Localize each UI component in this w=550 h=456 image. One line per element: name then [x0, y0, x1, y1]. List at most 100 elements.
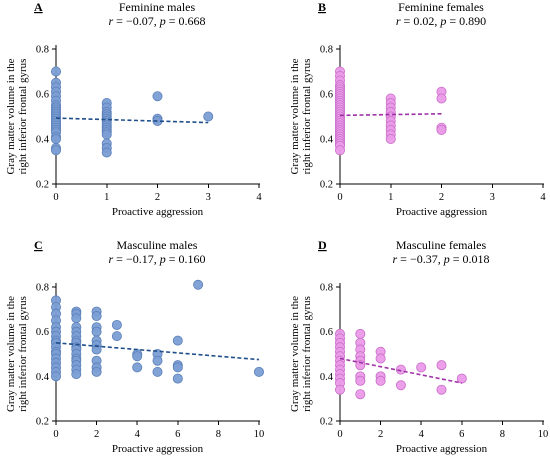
data-point — [172, 362, 183, 373]
trend-line — [55, 342, 260, 361]
panel-letter: D — [318, 238, 327, 252]
data-point — [436, 384, 447, 395]
data-point — [253, 366, 264, 377]
trend-line — [339, 357, 462, 384]
x-tick-label: 8 — [216, 429, 221, 440]
data-point — [172, 373, 183, 384]
data-point — [416, 362, 427, 373]
y-axis-title: Gray matter volume in theright inferior … — [289, 58, 313, 174]
x-axis-title: Proactive aggression — [112, 206, 204, 218]
y-tick-label: 0.8 — [320, 283, 333, 294]
panel-title: Feminine females — [398, 0, 484, 14]
y-tick-label: 0.6 — [320, 327, 333, 338]
y-tick-label: 0.8 — [36, 45, 49, 56]
y-tick-label: 0.2 — [320, 417, 333, 428]
y-tick-label: 0.4 — [36, 372, 50, 383]
x-tick-label: 8 — [500, 429, 505, 440]
x-tick-label: 1 — [104, 192, 109, 203]
data-point — [111, 331, 122, 342]
x-tick-label: 0 — [337, 192, 342, 203]
panel-stat: r = −0.37, p = 0.018 — [393, 252, 490, 266]
data-point — [91, 311, 102, 322]
panel-letter: C — [34, 238, 43, 252]
y-tick-label: 0.2 — [36, 180, 49, 191]
data-point — [51, 133, 62, 144]
data-point — [334, 384, 345, 395]
data-point — [152, 355, 163, 366]
y-axis-title: Gray matter volume in theright inferior … — [289, 296, 313, 412]
x-tick-label: 4 — [540, 192, 546, 203]
x-axis-title: Proactive aggression — [396, 206, 488, 218]
y-tick-label: 0.2 — [36, 417, 49, 428]
x-tick-label: 4 — [256, 192, 262, 203]
data-point — [395, 380, 406, 391]
panel-title: Masculine females — [396, 238, 487, 252]
panel-letter: B — [318, 0, 326, 14]
data-point — [375, 375, 386, 386]
y-axis-title: Gray matter volume in theright inferior … — [5, 58, 29, 174]
x-tick-label: 2 — [439, 192, 444, 203]
x-tick-label: 4 — [135, 429, 141, 440]
data-point — [101, 129, 112, 140]
y-tick-label: 0.4 — [320, 372, 334, 383]
panel-letter: A — [34, 0, 43, 14]
data-point — [385, 133, 396, 144]
x-tick-label: 10 — [254, 429, 265, 440]
data-point — [51, 145, 62, 156]
trend-line — [339, 113, 442, 117]
data-point — [152, 91, 163, 102]
data-point — [355, 375, 366, 386]
x-tick-label: 2 — [155, 192, 160, 203]
y-axis-title: Gray matter volume in theright inferior … — [5, 296, 29, 412]
y-tick-label: 0.6 — [36, 90, 49, 101]
y-tick-label: 0.4 — [320, 135, 334, 146]
x-tick-label: 6 — [459, 429, 464, 440]
data-point — [71, 313, 82, 324]
y-tick-label: 0.6 — [36, 327, 49, 338]
data-point — [436, 360, 447, 371]
data-point — [395, 364, 406, 375]
x-tick-label: 3 — [490, 192, 495, 203]
y-tick-label: 0.6 — [320, 90, 333, 101]
panel-title: Feminine males — [119, 0, 196, 14]
data-point — [91, 366, 102, 377]
data-point — [334, 145, 345, 156]
panel-title: Masculine males — [117, 238, 198, 252]
data-point — [203, 111, 214, 122]
data-point — [91, 326, 102, 337]
x-tick-label: 6 — [175, 429, 180, 440]
data-point — [355, 328, 366, 339]
data-point — [91, 344, 102, 355]
data-point — [51, 66, 62, 77]
x-tick-label: 0 — [53, 429, 58, 440]
x-tick-label: 3 — [206, 192, 211, 203]
trend-line — [55, 117, 209, 124]
data-point — [375, 353, 386, 364]
data-point — [456, 373, 467, 384]
x-tick-label: 2 — [378, 429, 383, 440]
x-axis-title: Proactive aggression — [396, 443, 488, 455]
panel-stat: r = −0.07, p = 0.668 — [109, 14, 206, 28]
x-axis-title: Proactive aggression — [112, 443, 204, 455]
x-tick-label: 10 — [538, 429, 549, 440]
data-point — [71, 369, 82, 380]
data-point — [193, 279, 204, 290]
y-tick-label: 0.4 — [36, 135, 50, 146]
x-tick-label: 0 — [53, 192, 58, 203]
data-point — [132, 351, 143, 362]
y-tick-label: 0.8 — [320, 45, 333, 56]
data-point — [101, 147, 112, 158]
panel-stat: r = −0.17, p = 0.160 — [109, 252, 206, 266]
x-tick-label: 0 — [337, 429, 342, 440]
data-point — [355, 389, 366, 400]
x-tick-label: 1 — [388, 192, 393, 203]
data-point — [436, 93, 447, 104]
data-point — [436, 125, 447, 136]
data-point — [132, 362, 143, 373]
x-tick-label: 4 — [419, 429, 425, 440]
data-point — [111, 319, 122, 330]
